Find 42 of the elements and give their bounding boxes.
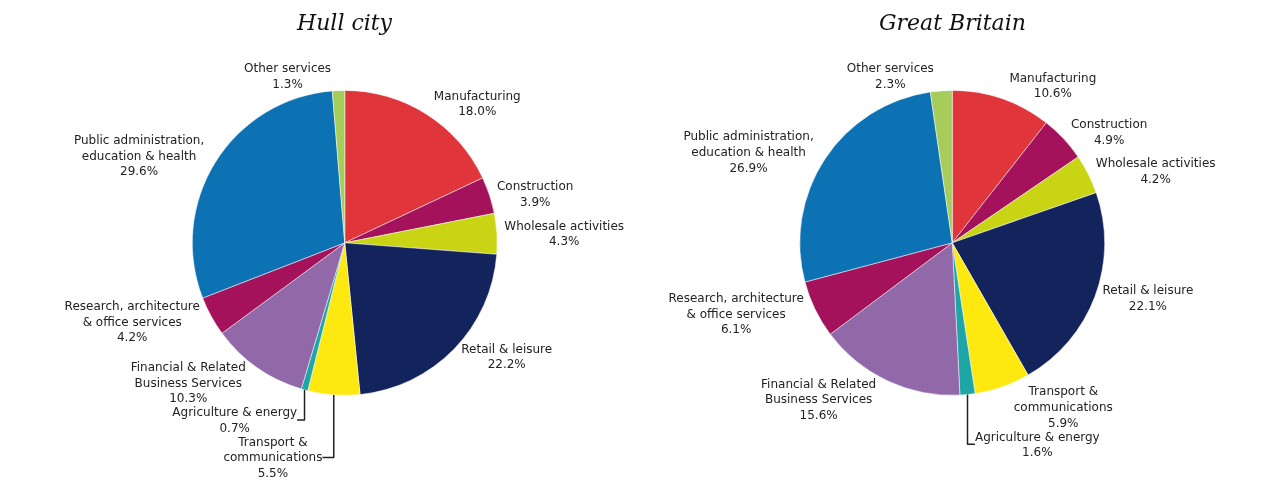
slice-label: Retail & leisure [1102,283,1194,298]
data-label: 4.3% [548,234,580,249]
data-label: 29.6% [120,164,159,179]
data-label: 26.9% [729,160,768,175]
data-label: 6.1% [720,322,752,337]
slice-label: Construction [496,179,574,194]
data-label: 22.2% [487,357,526,372]
slice-label: Public administration, education & health [73,133,205,163]
slice-label: Agriculture & energy [172,405,298,420]
data-label: 4.2% [116,330,148,345]
data-label: 18.0% [458,104,497,119]
slice-label: Transport & communications [1013,384,1113,414]
slice-label: Wholesale activities [504,218,625,233]
slice-label: Research, architecture & office services [668,291,804,321]
data-label: 4.2% [1140,171,1171,186]
data-label: 10.3% [169,391,208,406]
slice-label: Transport & communications [223,434,323,465]
slice-label: Agriculture & energy [974,429,1100,444]
slice-label: Research, architecture & office services [64,298,200,329]
data-label: 0.7% [219,420,250,435]
slice-label: Manufacturing [1009,70,1097,85]
slice-label: Public administration, education & health [683,129,814,160]
chart-title: Great Britain [879,10,1026,35]
chart-title: Hull city [296,10,393,35]
data-label: 3.9% [519,194,551,209]
slice-label: Financial & Related Business Services [761,376,877,407]
slice-label: Other services [244,60,332,75]
slice-label: Other services [846,61,934,76]
slice-label: Wholesale activities [1095,156,1216,171]
slice-label: Construction [1070,116,1148,131]
data-label: 1.3% [272,76,303,91]
data-label: 2.3% [875,76,906,91]
slice-label: Manufacturing [433,88,521,103]
slice-label: Financial & Related Business Services [130,360,246,390]
data-label: 5.9% [1048,415,1079,430]
data-label: 15.6% [799,407,838,422]
data-label: 4.9% [1093,132,1125,147]
data-label: 10.6% [1033,86,1072,101]
data-label: 22.1% [1128,298,1167,313]
data-label: 1.6% [1022,445,1053,460]
slice-label: Retail & leisure [461,341,553,356]
data-label: 5.5% [257,466,289,481]
